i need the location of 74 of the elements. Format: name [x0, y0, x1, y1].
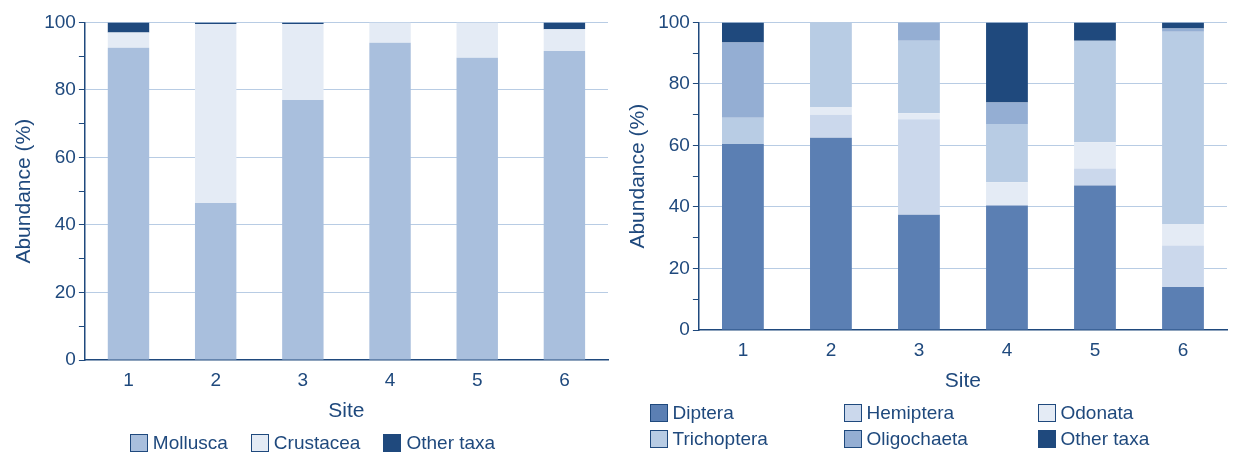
legend-label: Trichoptera: [672, 428, 768, 450]
x-axis-title: Site: [944, 368, 982, 392]
bar: [543, 29, 586, 52]
bar: [456, 22, 498, 58]
x-tick-label: 3: [913, 338, 925, 360]
x-tick-label: 5: [1089, 338, 1101, 360]
bar: [898, 113, 940, 120]
y-tick-label: 0: [679, 318, 690, 340]
y-tick-label: 100: [658, 10, 690, 32]
bar: [986, 102, 1028, 124]
bar: [543, 51, 586, 360]
bar: [1162, 28, 1204, 32]
legend-label: Oligochaeta: [866, 428, 968, 450]
x-tick-label: 2: [210, 368, 221, 390]
x-tick-label: 1: [737, 338, 749, 360]
legend-label: Odonata: [1060, 402, 1134, 424]
x-tick-label: 6: [559, 368, 570, 390]
bar: [986, 22, 1028, 103]
bar: [898, 119, 940, 215]
legend-label: Other taxa: [1060, 428, 1150, 450]
bar: [1074, 185, 1116, 330]
bar: [1162, 22, 1204, 29]
x-tick-label: 4: [384, 368, 396, 390]
x-tick-label: 1: [123, 368, 134, 390]
y-tick-label: 80: [668, 72, 690, 94]
x-tick-label: 2: [825, 338, 837, 360]
bar: [722, 42, 764, 118]
y-tick-label: 80: [54, 78, 76, 100]
y-tick-label: 60: [668, 133, 690, 155]
bar: [369, 22, 411, 43]
legend-label: Diptera: [672, 402, 734, 424]
bar: [1162, 223, 1204, 246]
bar: [1074, 142, 1116, 169]
bar: [810, 106, 852, 115]
bar: [107, 22, 150, 33]
bar: [194, 24, 237, 204]
bar: [722, 117, 764, 144]
y-tick-label: 20: [54, 280, 76, 302]
bar: [456, 57, 498, 360]
y-tick-label: 100: [44, 10, 76, 32]
x-tick-label: 6: [1177, 338, 1189, 360]
bar: [1074, 168, 1116, 186]
x-axis-title: Site: [328, 398, 365, 422]
x-tick-label: 4: [1001, 338, 1013, 360]
bar: [810, 114, 852, 138]
y-axis-title: Abundance (%): [625, 103, 649, 249]
bar: [1162, 245, 1204, 287]
bar: [898, 22, 940, 41]
x-tick-label: 5: [471, 368, 483, 390]
bar: [1074, 22, 1116, 41]
y-tick-label: 40: [54, 213, 76, 235]
bar: [986, 205, 1028, 330]
bar: [107, 32, 150, 48]
legend-label: Other taxa: [406, 432, 496, 454]
bar: [898, 214, 940, 330]
y-tick-label: 40: [668, 195, 690, 217]
y-tick-label: 20: [668, 256, 690, 278]
legend-label: Mollusca: [152, 432, 228, 454]
legend-label: Hemiptera: [866, 402, 955, 424]
bar: [282, 100, 324, 360]
bar: [282, 24, 324, 101]
bar: [1162, 286, 1204, 330]
x-tick-label: 3: [297, 368, 309, 390]
bar: [107, 47, 150, 360]
bar: [194, 203, 237, 360]
y-tick-label: 60: [54, 145, 76, 167]
bar: [810, 137, 852, 330]
legend-label: Crustacea: [273, 432, 361, 454]
bar: [369, 42, 411, 360]
bar: [722, 143, 764, 330]
y-axis-title: Abundance (%): [11, 118, 35, 264]
bar: [722, 22, 764, 43]
bar: [986, 182, 1028, 206]
y-tick-label: 0: [65, 348, 76, 370]
